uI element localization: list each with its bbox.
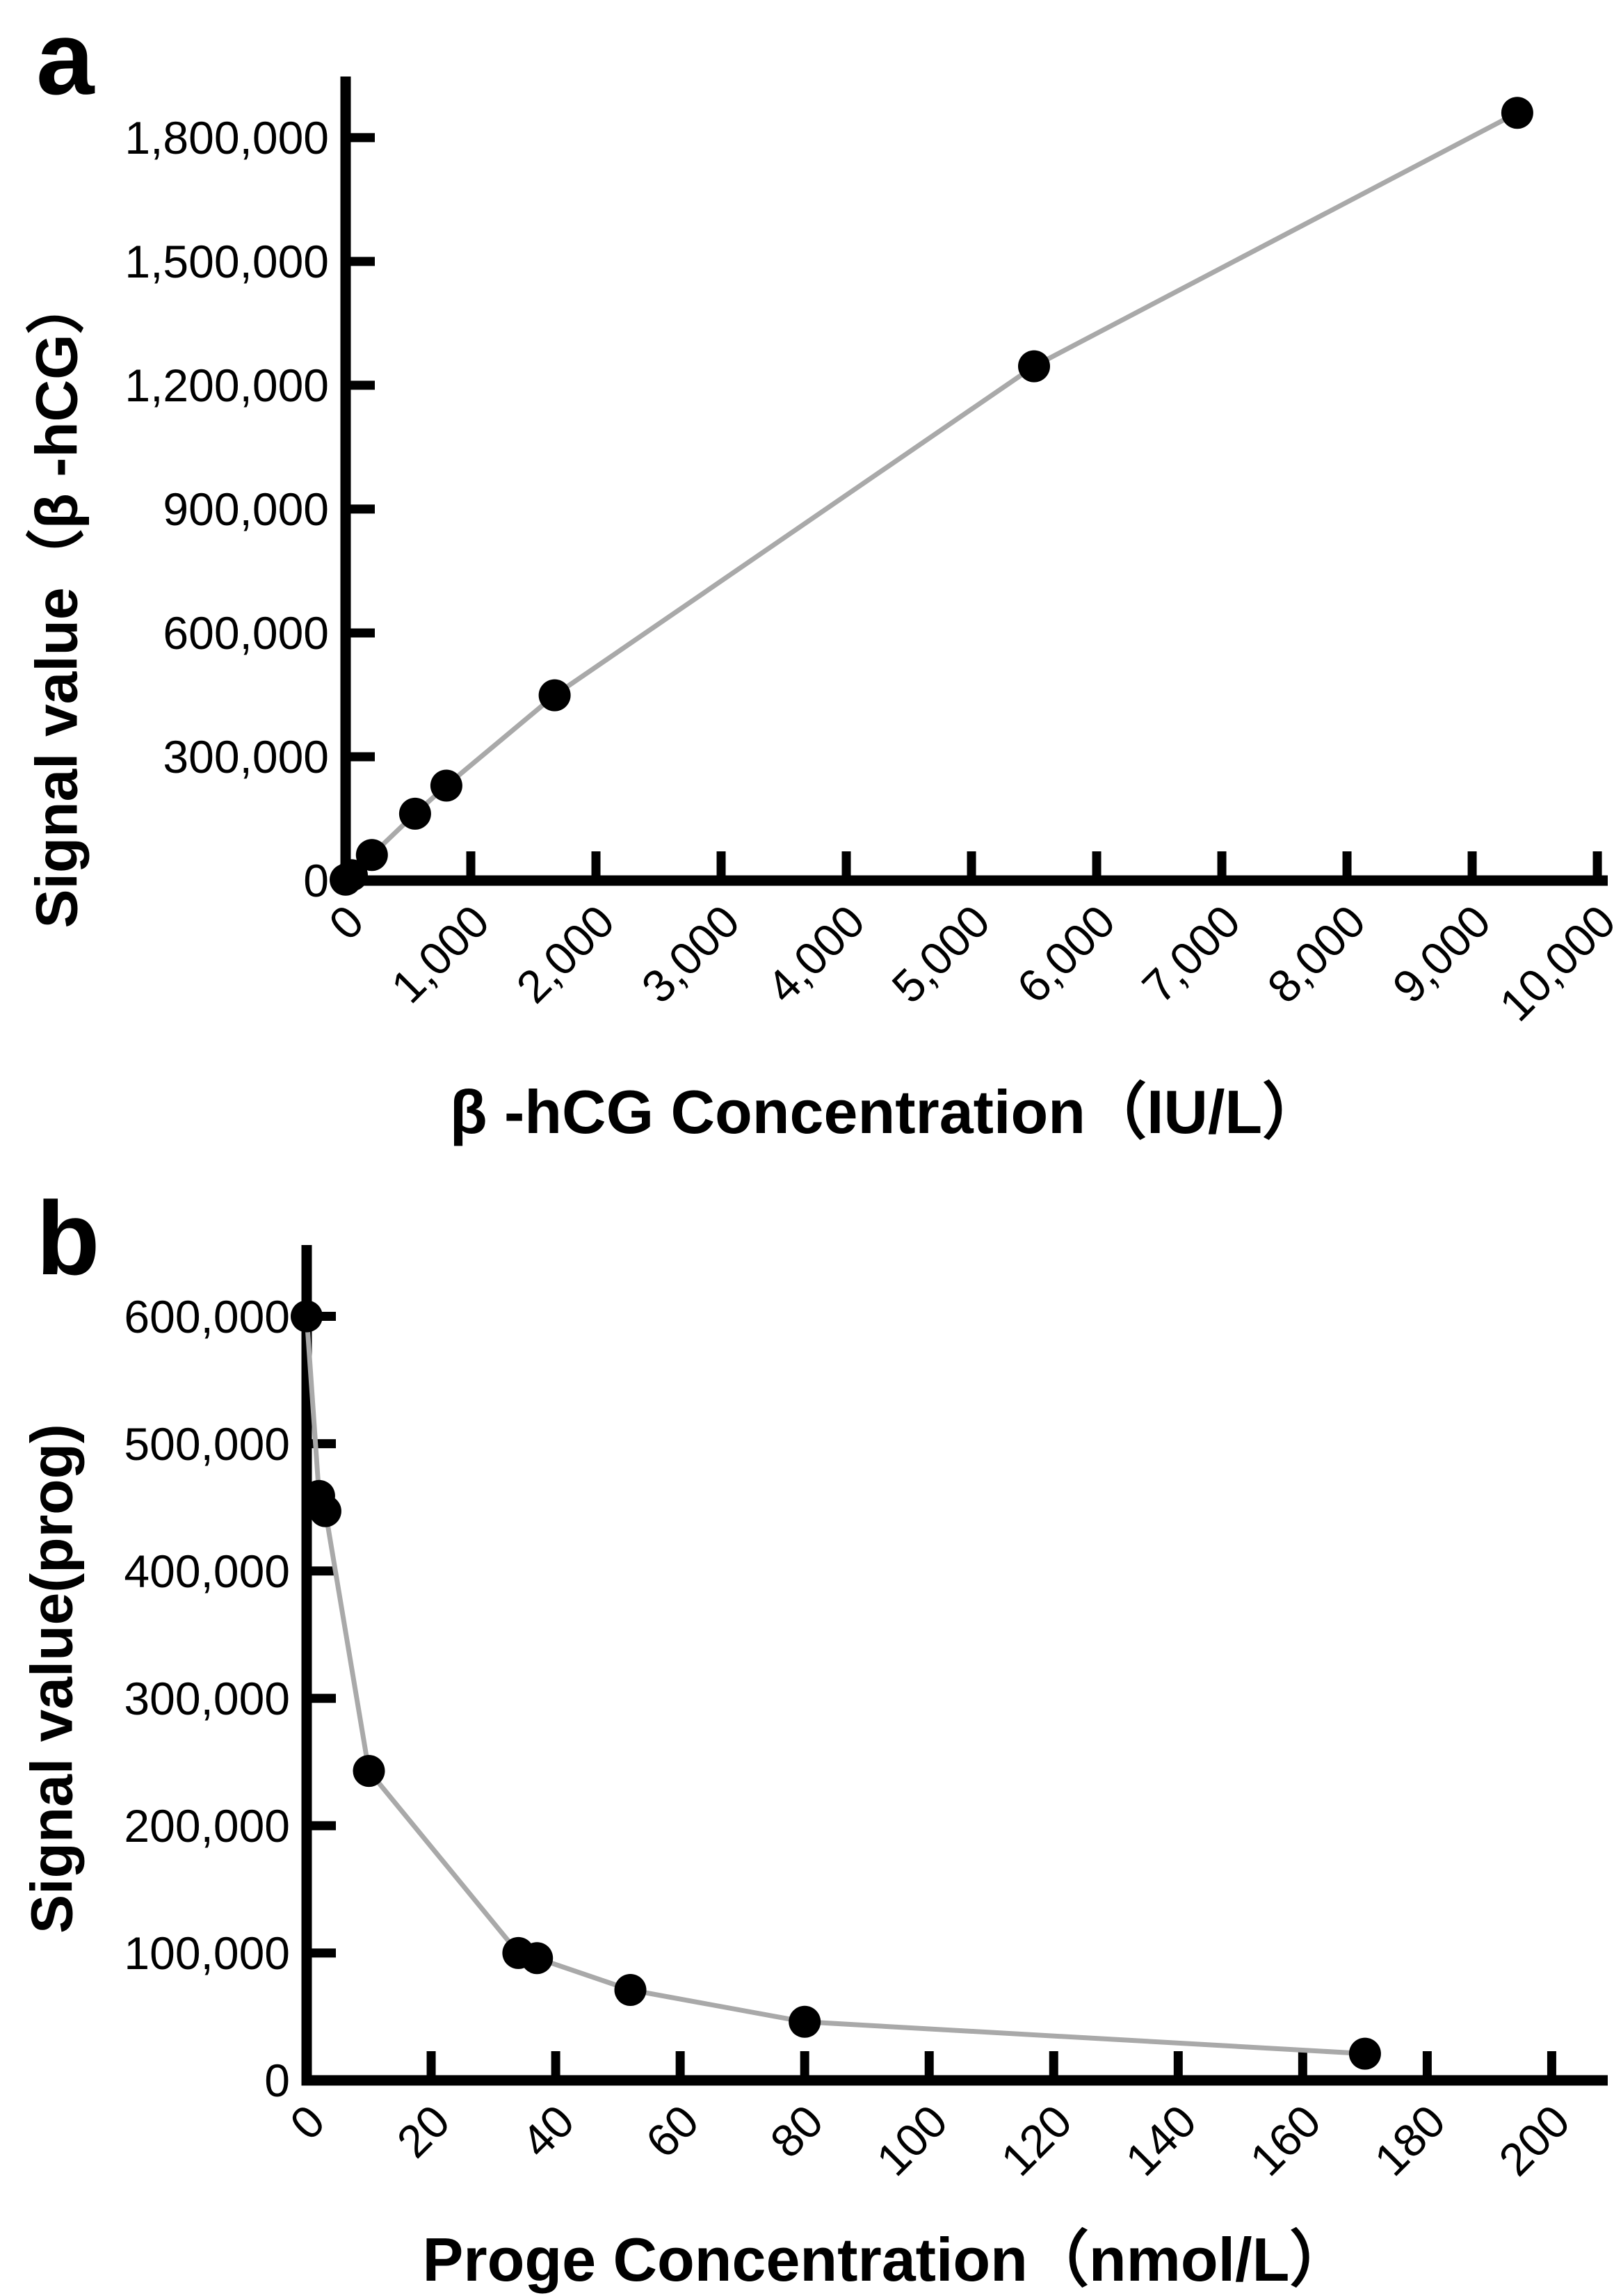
panel-b-data-point	[353, 1755, 385, 1788]
panel-a-data-point	[1501, 97, 1533, 129]
panel-a-data-point	[1018, 350, 1050, 383]
panel-b-label: b	[36, 1180, 100, 1296]
panel-a-data-line	[344, 111, 1519, 882]
panel-b-y-tick-label: 100,000	[124, 1927, 290, 1979]
panel-b-y-tick-label: 500,000	[124, 1418, 290, 1470]
panel-b-data-point	[789, 2005, 821, 2038]
panel-a-data-point	[355, 839, 388, 872]
panel-a-y-tick-label: 1,200,000	[124, 359, 329, 411]
panel-b-data-point	[309, 1495, 341, 1527]
panel-b-data-point	[291, 1300, 323, 1333]
panel-b-data-point	[614, 1974, 647, 2006]
panel-a-y-tick-label: 1,500,000	[124, 235, 329, 287]
panel-b-y-tick-label: 400,000	[124, 1545, 290, 1597]
panel-a-data-point	[336, 859, 368, 892]
panel-b-data-point	[521, 1942, 554, 1975]
panel-a-y-tick-label: 1,800,000	[124, 111, 329, 163]
panel-a-data-point	[430, 769, 462, 802]
panel-b-y-tick-label: 0	[264, 2055, 290, 2106]
panel-a-label: a	[36, 0, 95, 116]
panel-a-x-axis-title: β -hCG Concentration（IU/L）	[449, 1077, 1324, 1146]
panel-a-y-axis-title: Signal value（β -hCG）	[24, 275, 90, 929]
panel-b-y-tick-label: 300,000	[124, 1672, 290, 1724]
panel-a-y-tick-label: 300,000	[163, 730, 329, 782]
panel-b-x-axis-title: Proge Concentration（nmol/L）	[422, 2225, 1351, 2294]
panel-b-data-line	[304, 1316, 1366, 2057]
panel-a-y-tick-label: 0	[303, 855, 329, 906]
panel-a-data-point	[538, 679, 571, 712]
panel-a-y-tick-label: 900,000	[163, 483, 329, 535]
panel-b-data-point	[1348, 2037, 1381, 2070]
panel-a-y-tick-label: 600,000	[163, 607, 329, 659]
panel-a-data-point	[398, 797, 431, 830]
panel-b-y-axis-title: Signal value(prog)	[19, 1424, 85, 1934]
panel-b-y-tick-label: 600,000	[124, 1290, 290, 1342]
panel-b-y-tick-label: 200,000	[124, 1799, 290, 1852]
